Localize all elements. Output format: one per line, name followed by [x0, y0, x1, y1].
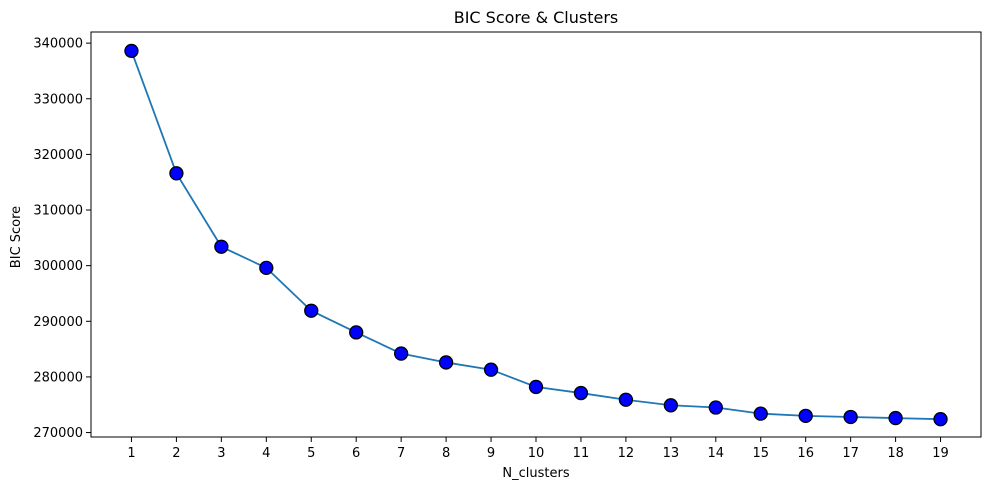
data-point: [304, 303, 319, 318]
y-tick-label: 340000: [33, 37, 83, 52]
data-point: [394, 346, 409, 361]
data-point: [259, 260, 274, 276]
x-tick-label: 13: [663, 446, 680, 461]
data-point: [214, 239, 229, 254]
y-tick-label: 320000: [33, 148, 83, 163]
data-point: [843, 409, 858, 425]
data-point: [169, 166, 184, 181]
x-axis-label: N_clusters: [502, 466, 569, 481]
y-tick-label: 290000: [33, 315, 83, 330]
x-tick-label: 3: [217, 446, 225, 461]
x-tick-label: 6: [352, 446, 360, 461]
data-point: [888, 410, 903, 426]
data-point: [528, 379, 544, 395]
x-tick-label: 11: [573, 446, 590, 461]
y-tick-label: 330000: [33, 92, 83, 107]
data-point: [483, 362, 499, 377]
data-point: [933, 412, 948, 427]
data-point: [663, 398, 678, 413]
data-point: [798, 408, 813, 424]
y-tick-label: 300000: [33, 259, 83, 274]
x-tick-label: 4: [262, 446, 270, 461]
y-axis-label: BIC Score: [9, 206, 24, 268]
x-tick-label: 1: [127, 446, 135, 461]
data-point: [349, 325, 364, 340]
x-tick-label: 14: [708, 446, 725, 461]
x-tick-label: 8: [442, 446, 450, 461]
x-tick-label: 17: [842, 446, 859, 461]
x-tick-label: 16: [797, 446, 814, 461]
data-point: [708, 400, 723, 415]
chart-title: BIC Score & Clusters: [454, 8, 619, 27]
x-tick-label: 9: [487, 446, 495, 461]
y-tick-label: 270000: [33, 426, 83, 441]
x-tick-label: 12: [618, 446, 635, 461]
plot-area: 1 2 3 4 5 6 7 8 9 10 11 12 13 14 15 16 17 18 1927000028000…: [33, 31, 982, 461]
data-point: [573, 385, 589, 401]
y-tick-label: 310000: [33, 204, 83, 219]
y-tick-label: 280000: [33, 370, 83, 385]
data-point: [438, 355, 454, 370]
x-tick-label: 10: [528, 446, 545, 461]
data-point: [618, 392, 634, 407]
x-tick-label: 15: [752, 446, 769, 461]
x-tick-label: 19: [932, 446, 949, 461]
x-tick-label: 5: [307, 446, 315, 461]
data-point: [124, 43, 139, 59]
x-tick-label: 18: [887, 446, 904, 461]
x-tick-label: 2: [172, 446, 180, 461]
x-tick-label: 7: [397, 446, 405, 461]
data-point: [753, 406, 768, 421]
